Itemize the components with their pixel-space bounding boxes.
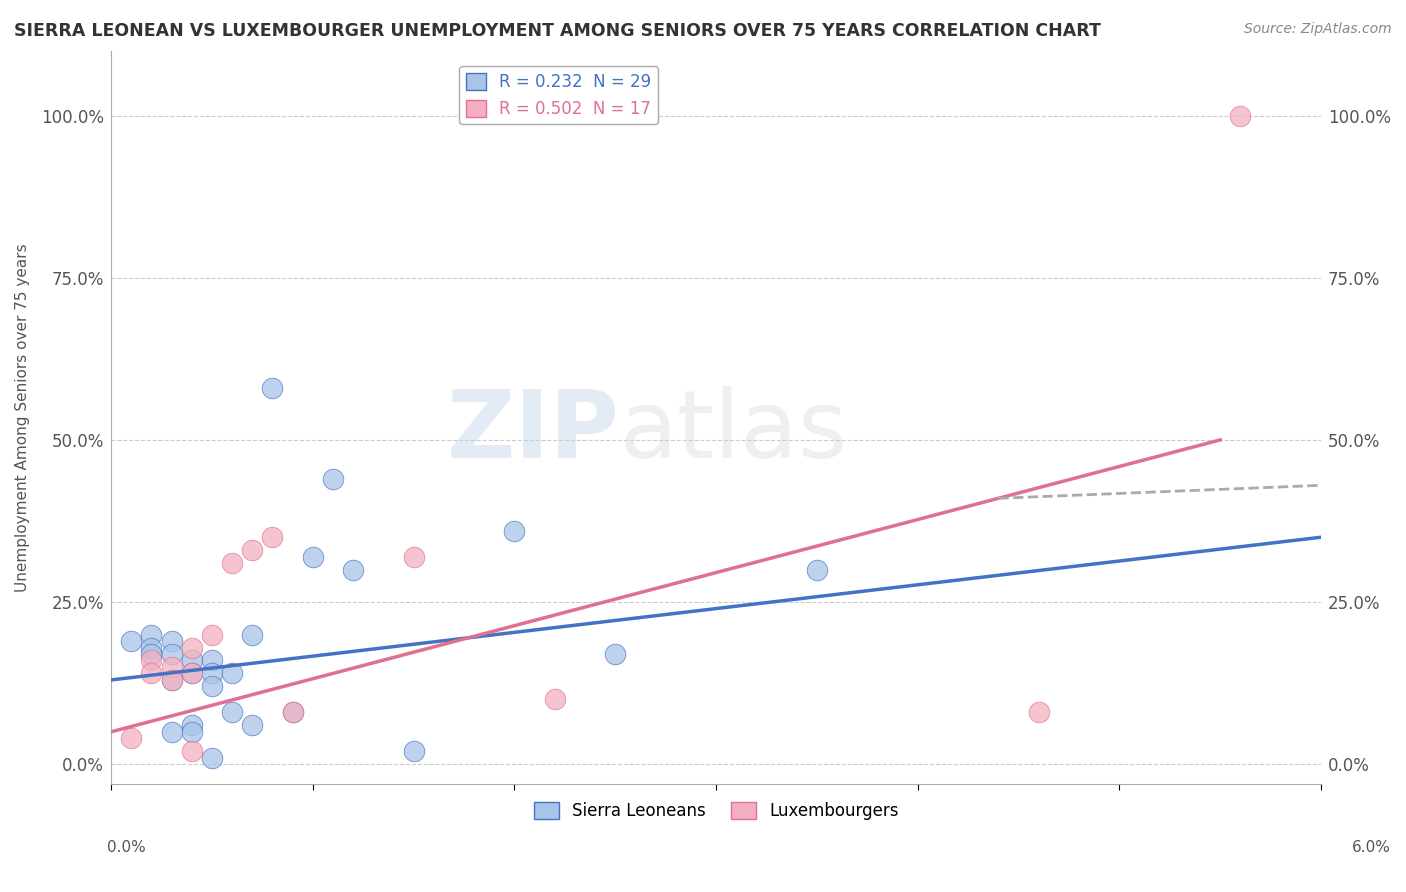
Point <box>301 549 323 564</box>
Point <box>240 543 263 558</box>
Point <box>240 718 263 732</box>
Point <box>201 680 224 694</box>
Point <box>141 653 163 667</box>
Text: 0.0%: 0.0% <box>107 840 146 855</box>
Point <box>221 706 243 720</box>
Point <box>201 653 224 667</box>
Point <box>201 666 224 681</box>
Point <box>180 724 202 739</box>
Point <box>180 653 202 667</box>
Point <box>141 666 163 681</box>
Point <box>1229 109 1251 123</box>
Point <box>160 724 183 739</box>
Point <box>160 660 183 674</box>
Point <box>160 673 183 687</box>
Text: SIERRA LEONEAN VS LUXEMBOURGER UNEMPLOYMENT AMONG SENIORS OVER 75 YEARS CORRELAT: SIERRA LEONEAN VS LUXEMBOURGER UNEMPLOYM… <box>14 22 1101 40</box>
Point <box>221 556 243 570</box>
Point <box>160 634 183 648</box>
Point <box>262 381 284 395</box>
Point <box>201 627 224 641</box>
Point <box>180 666 202 681</box>
Text: Source: ZipAtlas.com: Source: ZipAtlas.com <box>1244 22 1392 37</box>
Y-axis label: Unemployment Among Seniors over 75 years: Unemployment Among Seniors over 75 years <box>15 243 30 591</box>
Point <box>322 472 344 486</box>
Point <box>120 731 142 746</box>
Legend: Sierra Leoneans, Luxembourgers: Sierra Leoneans, Luxembourgers <box>527 795 905 827</box>
Text: 6.0%: 6.0% <box>1351 840 1391 855</box>
Point <box>180 666 202 681</box>
Text: ZIP: ZIP <box>446 386 619 478</box>
Point <box>1028 706 1050 720</box>
Point <box>806 563 828 577</box>
Point <box>605 647 627 661</box>
Point <box>160 673 183 687</box>
Point <box>180 640 202 655</box>
Point <box>201 751 224 765</box>
Point <box>342 563 364 577</box>
Point <box>503 524 526 538</box>
Text: atlas: atlas <box>619 386 848 478</box>
Point <box>281 706 304 720</box>
Point <box>281 706 304 720</box>
Point <box>141 627 163 641</box>
Point <box>544 692 567 706</box>
Point <box>180 744 202 758</box>
Point <box>160 647 183 661</box>
Point <box>141 647 163 661</box>
Point <box>180 718 202 732</box>
Point <box>120 634 142 648</box>
Point <box>402 549 425 564</box>
Point <box>141 640 163 655</box>
Point <box>240 627 263 641</box>
Point <box>262 530 284 544</box>
Point <box>402 744 425 758</box>
Point <box>221 666 243 681</box>
